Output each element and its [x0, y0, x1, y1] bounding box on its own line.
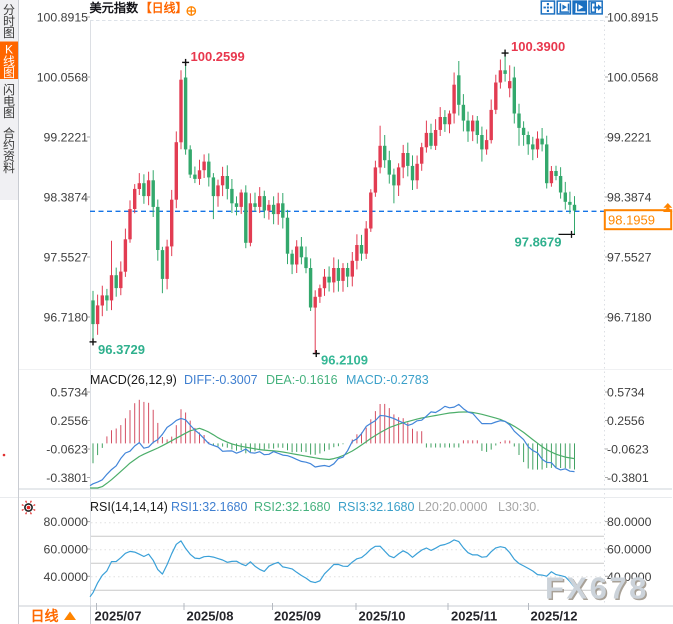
svg-text:0.5734: 0.5734: [50, 386, 88, 400]
svg-text:2025/07: 2025/07: [95, 609, 142, 624]
svg-text:98.1959: 98.1959: [608, 213, 655, 228]
svg-text:96.2109: 96.2109: [321, 353, 368, 368]
svg-text:-0.0623: -0.0623: [46, 443, 88, 457]
svg-text:98.3874: 98.3874: [607, 191, 652, 205]
svg-text:0.2556: 0.2556: [607, 414, 645, 428]
svg-text:K: K: [5, 43, 13, 57]
svg-text:DIFF:-0.3007: DIFF:-0.3007: [184, 373, 258, 387]
svg-text:L20:20.0000: L20:20.0000: [418, 500, 488, 514]
svg-text:线: 线: [3, 55, 15, 69]
svg-text:96.7180: 96.7180: [607, 311, 652, 325]
svg-text:100.8915: 100.8915: [607, 11, 658, 25]
svg-text:2025/08: 2025/08: [187, 609, 234, 624]
svg-text:分: 分: [3, 3, 15, 17]
svg-text:DEA:-0.1616: DEA:-0.1616: [266, 373, 338, 387]
svg-text:【日线】: 【日线】: [140, 1, 187, 15]
svg-text:99.2221: 99.2221: [607, 131, 652, 145]
svg-text:2025/11: 2025/11: [451, 609, 497, 624]
svg-text:100.0568: 100.0568: [607, 71, 658, 85]
svg-text:100.8915: 100.8915: [37, 11, 88, 25]
svg-text:96.3729: 96.3729: [98, 342, 145, 357]
svg-text:80.0000: 80.0000: [44, 515, 89, 529]
svg-text:RSI2:32.1680: RSI2:32.1680: [254, 500, 330, 514]
svg-text:-0.3801: -0.3801: [46, 471, 88, 485]
svg-text:闪: 闪: [3, 83, 15, 97]
svg-text:资: 资: [3, 150, 15, 164]
svg-text:97.8679: 97.8679: [515, 235, 562, 250]
svg-text:图: 图: [3, 66, 15, 80]
svg-text:2025/09: 2025/09: [274, 609, 321, 624]
svg-text:图: 图: [3, 26, 15, 40]
svg-text:97.5527: 97.5527: [607, 251, 652, 265]
svg-text:98.3874: 98.3874: [44, 191, 89, 205]
svg-text:L30:30.: L30:30.: [498, 500, 540, 514]
svg-text:2025/12: 2025/12: [531, 609, 578, 624]
svg-text:-0.0623: -0.0623: [607, 443, 649, 457]
svg-text:图: 图: [3, 106, 15, 120]
svg-text:FX678: FX678: [547, 572, 651, 607]
svg-text:2025/10: 2025/10: [359, 609, 406, 624]
svg-text:RSI(14,14,14): RSI(14,14,14): [90, 500, 168, 514]
svg-text:美元指数: 美元指数: [90, 0, 140, 15]
svg-text:100.0568: 100.0568: [37, 71, 88, 85]
svg-text:40.0000: 40.0000: [44, 570, 89, 584]
svg-text:99.2221: 99.2221: [44, 131, 89, 145]
svg-text:100.2599: 100.2599: [191, 49, 245, 64]
svg-text:MACD(26,12,9): MACD(26,12,9): [90, 373, 177, 387]
svg-text:80.0000: 80.0000: [607, 515, 652, 529]
svg-text:60.0000: 60.0000: [607, 543, 652, 557]
svg-text:约: 约: [3, 137, 15, 152]
svg-text:0.2556: 0.2556: [50, 414, 88, 428]
svg-text:MACD:-0.2783: MACD:-0.2783: [346, 373, 429, 387]
svg-text:60.0000: 60.0000: [44, 543, 89, 557]
svg-text:RSI1:32.1680: RSI1:32.1680: [171, 500, 247, 514]
svg-text:100.3900: 100.3900: [511, 39, 565, 54]
svg-text:-0.3801: -0.3801: [607, 471, 649, 485]
svg-text:96.7180: 96.7180: [44, 311, 89, 325]
svg-text:40.0000: 40.0000: [607, 570, 652, 584]
svg-text:97.5527: 97.5527: [44, 251, 89, 265]
svg-text:0.5734: 0.5734: [607, 386, 645, 400]
svg-text:料: 料: [3, 161, 15, 175]
svg-text:合: 合: [3, 126, 15, 141]
svg-text:时: 时: [3, 15, 15, 29]
svg-text:电: 电: [3, 95, 15, 109]
svg-text:FX678: FX678: [545, 571, 649, 606]
svg-text:日线: 日线: [31, 608, 59, 624]
svg-text:RSI3:32.1680: RSI3:32.1680: [338, 500, 414, 514]
